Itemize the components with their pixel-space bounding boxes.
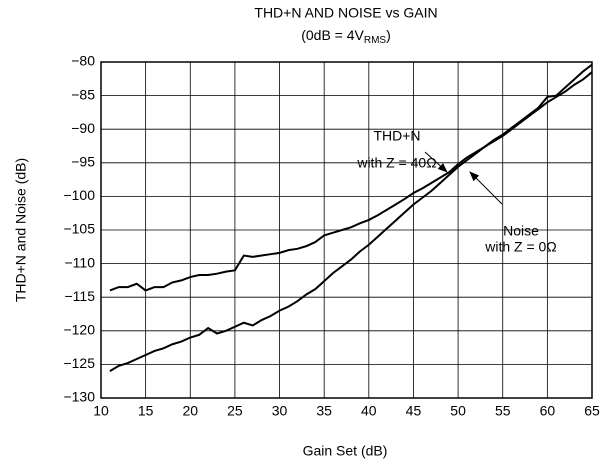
chart-subtitle: (0dB = 4VRMS) xyxy=(301,27,391,46)
annotation: THD+N xyxy=(373,128,420,144)
x-tick-label: 65 xyxy=(584,403,600,419)
annotation: Noise xyxy=(503,223,539,239)
x-tick-label: 50 xyxy=(450,403,466,419)
x-axis-label: Gain Set (dB) xyxy=(303,443,388,459)
y-axis-label: THD+N and Noise (dB) xyxy=(13,158,29,302)
y-tick-label: −120 xyxy=(63,322,95,338)
x-tick-label: 25 xyxy=(227,403,243,419)
annotation-arrow xyxy=(424,151,448,173)
x-tick-label: 45 xyxy=(406,403,422,419)
subtitle-sub: RMS xyxy=(364,35,387,46)
y-tick-label: −85 xyxy=(71,86,95,102)
chart-title: THD+N AND NOISE vs GAIN xyxy=(254,5,437,21)
y-tick-label: −90 xyxy=(71,120,95,136)
x-tick-label: 60 xyxy=(540,403,556,419)
annotation-arrow xyxy=(469,171,503,205)
x-tick-label: 20 xyxy=(182,403,198,419)
subtitle-part: (0dB = 4V xyxy=(301,27,364,43)
x-tick-label: 15 xyxy=(138,403,154,419)
y-tick-label: −110 xyxy=(65,254,96,270)
series-line xyxy=(109,71,593,372)
y-tick-label: −130 xyxy=(63,389,95,405)
x-tick-label: 40 xyxy=(361,403,377,419)
y-tick-label: −105 xyxy=(63,221,95,237)
y-tick-label: −95 xyxy=(71,154,95,170)
plot-frame xyxy=(100,61,593,399)
y-tick-label: −115 xyxy=(65,288,96,304)
y-tick-label: −125 xyxy=(63,355,95,371)
series-line xyxy=(109,63,593,292)
x-tick-label: 35 xyxy=(316,403,332,419)
x-tick-label: 30 xyxy=(272,403,288,419)
y-tick-label: −80 xyxy=(71,53,95,69)
subtitle-part: ) xyxy=(386,27,391,43)
x-tick-label: 10 xyxy=(93,403,109,419)
annotation: with Z = 0Ω xyxy=(484,239,557,255)
y-tick-label: −100 xyxy=(63,187,95,203)
x-tick-label: 55 xyxy=(495,403,511,419)
